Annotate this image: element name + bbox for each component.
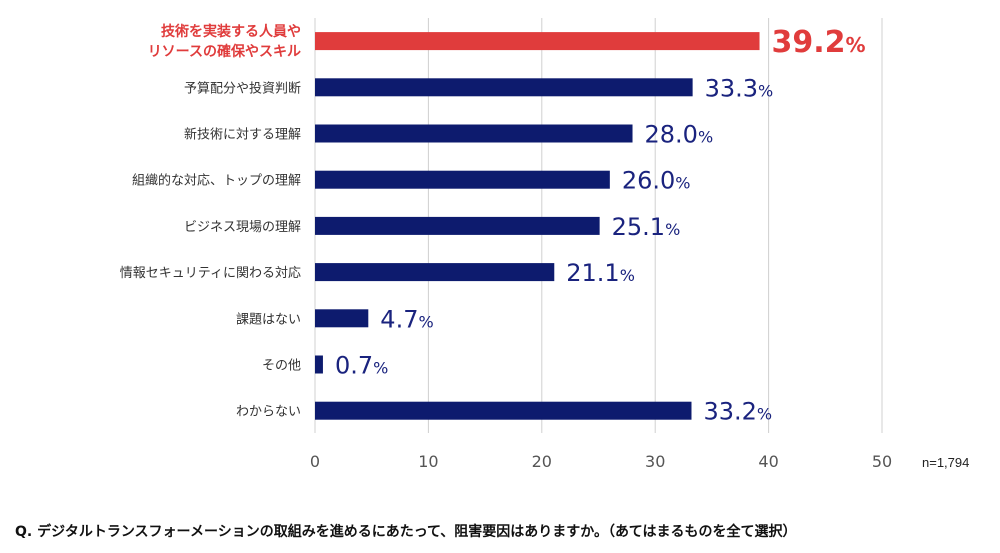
bar xyxy=(315,78,693,97)
data-label: 33.3% xyxy=(705,74,774,102)
x-tick-label: 40 xyxy=(758,452,778,471)
category-labels: 技術を実装する人員やリソースの確保やスキル予算配分や投資判断新技術に対する理解組… xyxy=(120,23,301,420)
bar-chart: 技術を実装する人員やリソースの確保やスキル予算配分や投資判断新技術に対する理解組… xyxy=(120,18,892,471)
bar xyxy=(315,124,633,143)
data-label: 28.0% xyxy=(645,121,714,149)
x-tick-label: 0 xyxy=(310,452,320,471)
category-label: わからない xyxy=(236,405,301,420)
data-label: 25.1% xyxy=(612,213,681,241)
x-axis-ticks: 0 10 20 30 40 50 xyxy=(310,452,892,471)
sample-size-note: n=1,794 xyxy=(922,455,970,470)
data-label: 39.2% xyxy=(772,25,866,60)
bar xyxy=(315,309,369,328)
category-label: ビジネス現場の理解 xyxy=(184,220,301,235)
category-label: 課題はない xyxy=(236,311,301,327)
bar xyxy=(315,32,760,51)
category-label: 組織的な対応、トップの理解 xyxy=(132,173,301,189)
category-label: 情報セキュリティに関わる対応 xyxy=(120,266,301,281)
x-tick-label: 50 xyxy=(872,452,892,471)
value-labels: 39.2% 33.3% 28.0% 26.0% 25.1% 21.1% 4.7% 0.7% 33… xyxy=(335,25,866,426)
x-tick-label: 10 xyxy=(418,452,438,471)
x-tick-label: 20 xyxy=(532,452,552,471)
data-label: 0.7% xyxy=(335,352,388,380)
bars xyxy=(315,32,760,420)
category-label: その他 xyxy=(262,359,301,374)
data-label: 21.1% xyxy=(566,259,635,287)
data-label: 33.2% xyxy=(703,398,772,426)
bar xyxy=(315,263,555,282)
data-label: 26.0% xyxy=(622,167,691,195)
category-label: 技術を実装する人員やリソースの確保やスキル xyxy=(148,23,301,60)
data-label: 4.7% xyxy=(380,305,433,333)
bar xyxy=(315,170,610,189)
bar xyxy=(315,216,600,235)
bar xyxy=(315,355,323,374)
x-tick-label: 30 xyxy=(645,452,665,471)
question-text: Q. デジタルトランスフォーメーションの取組みを進めるにあたって、阻害要因はあり… xyxy=(15,524,797,540)
bar xyxy=(315,401,692,420)
category-label: 新技術に対する理解 xyxy=(184,127,301,143)
category-label: 予算配分や投資判断 xyxy=(184,80,301,96)
